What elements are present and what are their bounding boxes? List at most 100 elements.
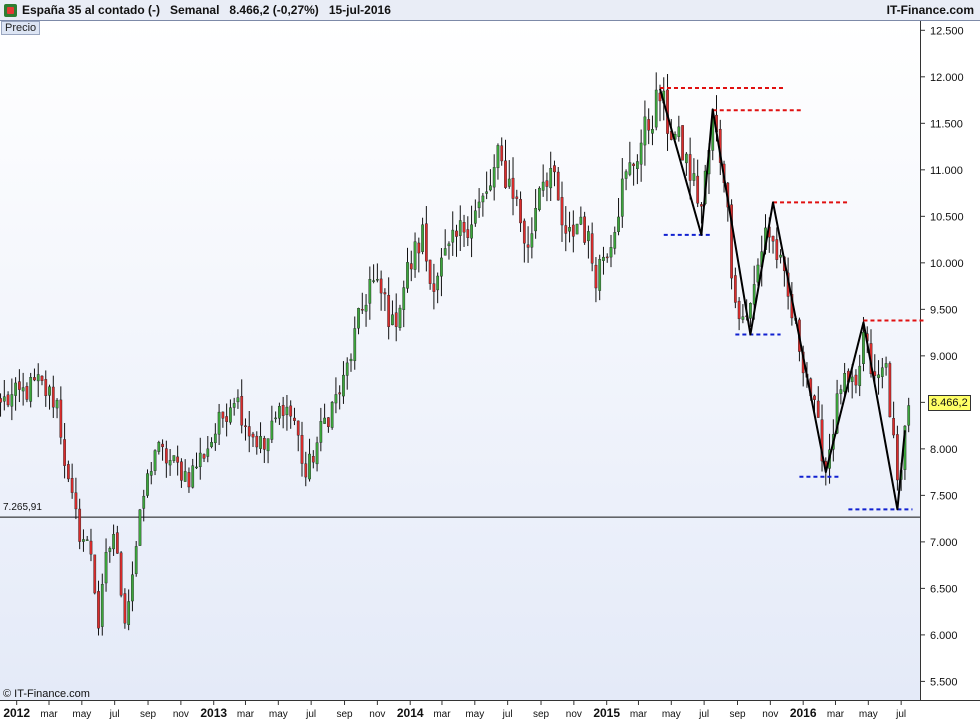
candle-up: [153, 450, 157, 471]
candle-up: [36, 374, 40, 382]
candle-up: [85, 539, 89, 541]
candle-up: [372, 280, 375, 282]
candle-down: [522, 220, 526, 244]
chart-title: España 35 al contado (-) Semanal 8.466,2…: [22, 3, 391, 17]
x-tick-label: may: [269, 709, 288, 720]
candle-down: [733, 275, 737, 303]
x-tick-label: sep: [533, 709, 550, 720]
candle-down: [6, 394, 10, 406]
x-axis-ticks: 2012 mar may jul sep nov 2013 mar may jul sep nov 20…: [3, 700, 906, 720]
candle-down: [730, 204, 733, 279]
x-tick-label: may: [465, 709, 484, 720]
candle-down: [379, 278, 383, 294]
y-tick-label: 9.000: [930, 351, 958, 363]
y-tick-label: 9.500: [930, 304, 958, 316]
period-label: Semanal: [170, 3, 220, 17]
candle-up: [421, 224, 424, 252]
candle-up: [315, 442, 319, 465]
candle-up: [157, 442, 161, 452]
candle-up: [402, 287, 406, 310]
candle-down: [51, 386, 55, 408]
candle-up: [217, 411, 221, 435]
candle-down: [545, 180, 549, 187]
candle-down: [504, 160, 507, 188]
candle-up: [278, 406, 281, 419]
candle-up: [749, 303, 752, 319]
candle-up: [138, 509, 142, 546]
candle-down: [25, 386, 29, 400]
candle-down: [771, 235, 775, 242]
candle-up: [323, 417, 326, 424]
candle-down: [70, 478, 74, 493]
candle-down: [327, 417, 330, 427]
candle-down: [688, 154, 692, 181]
candle-up: [319, 421, 323, 443]
candle-up: [481, 195, 485, 203]
candle-up: [877, 374, 880, 379]
candle-up: [507, 178, 511, 187]
y-tick-label: 11.500: [930, 118, 963, 130]
x-tick-label: mar: [827, 709, 845, 720]
candle-up: [364, 304, 368, 312]
site-name[interactable]: IT-Finance.com: [886, 3, 974, 17]
candle-down: [888, 363, 892, 418]
y-tick-label: 11.000: [930, 165, 963, 177]
x-tick-label: may: [859, 709, 878, 720]
candle-up: [10, 394, 14, 407]
x-tick-label: jul: [895, 709, 906, 720]
candle-up: [368, 279, 372, 304]
y-tick-label: 12.500: [930, 25, 964, 37]
candle-up: [756, 264, 760, 283]
x-tick-label: 2014: [397, 706, 424, 720]
candle-up: [549, 168, 553, 189]
candle-down: [417, 242, 421, 254]
candle-up: [538, 187, 541, 210]
candle-down: [896, 434, 899, 481]
candle-up: [270, 420, 274, 440]
candle-up: [496, 145, 500, 169]
y-tick-label: 8.000: [930, 444, 958, 456]
candle-down: [816, 400, 820, 418]
pane-label[interactable]: Precio: [1, 21, 41, 35]
candle-up: [617, 216, 620, 232]
x-tick-label: nov: [762, 709, 778, 720]
candle-down: [0, 398, 2, 403]
candle-up: [345, 362, 349, 376]
candle-up: [907, 405, 911, 426]
candle-down: [553, 165, 556, 173]
x-tick-label: sep: [729, 709, 746, 720]
candle-up: [134, 546, 138, 574]
candle-up: [406, 262, 409, 289]
candle-down: [225, 416, 229, 422]
candle-up: [779, 254, 782, 258]
candle-up: [210, 441, 213, 447]
candle-down: [387, 294, 391, 327]
y-tick-label: 5.500: [930, 676, 958, 688]
candle-up: [530, 233, 534, 248]
candle-down: [123, 593, 127, 624]
candle-up: [636, 161, 639, 169]
x-tick-label: nov: [369, 709, 385, 720]
candle-down: [700, 204, 703, 207]
y-tick-label: 12.000: [930, 72, 964, 84]
candle-down: [647, 119, 651, 131]
candle-down: [360, 309, 364, 311]
candle-down: [244, 425, 247, 427]
candle-down: [571, 224, 575, 237]
candle-up: [285, 406, 289, 416]
candle-up: [266, 438, 270, 452]
candle-up: [451, 229, 455, 243]
candle-up: [443, 248, 447, 256]
candle-down: [632, 163, 635, 166]
candle-down: [775, 239, 779, 260]
candle-up: [858, 365, 862, 386]
candle-up: [477, 201, 481, 209]
candle-up: [839, 389, 843, 394]
candle-up: [2, 396, 6, 402]
plot-background: [0, 21, 920, 700]
x-tick-label: mar: [40, 709, 58, 720]
candle-up: [108, 548, 112, 552]
candle-up: [55, 399, 59, 409]
candle-up: [112, 534, 115, 550]
